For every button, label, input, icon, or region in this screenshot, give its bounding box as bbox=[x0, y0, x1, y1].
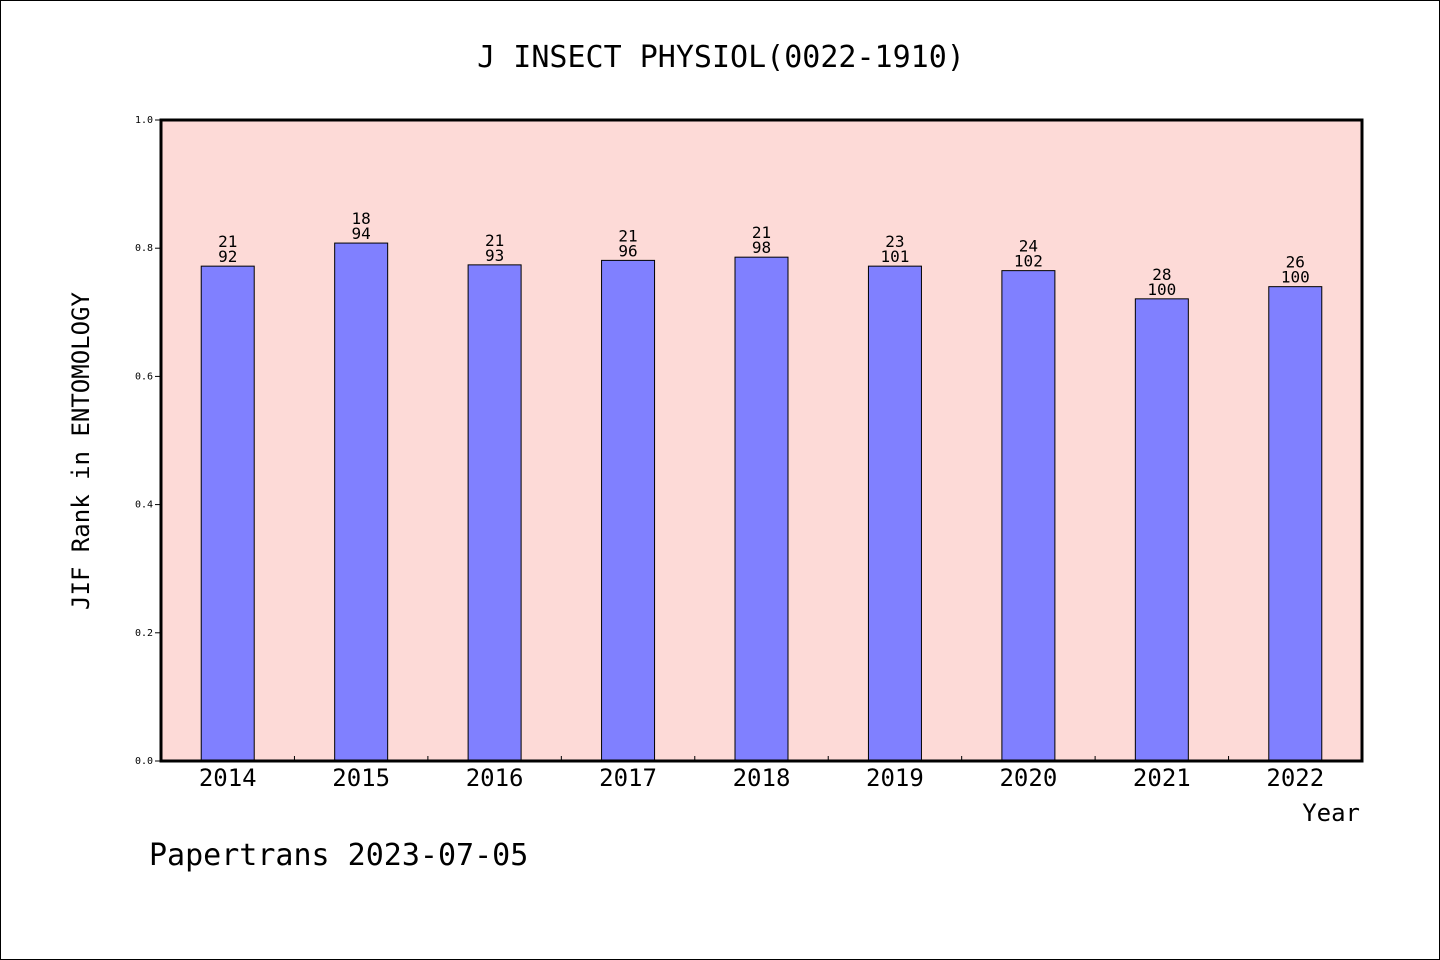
y-tick-label: 0.0 bbox=[135, 756, 153, 767]
total-label: 100 bbox=[1281, 268, 1310, 287]
total-label: 94 bbox=[352, 224, 371, 243]
x-tick-label: 2017 bbox=[599, 764, 657, 792]
bar-2019 bbox=[867, 265, 922, 762]
total-label: 92 bbox=[218, 247, 237, 266]
bars bbox=[200, 242, 1323, 762]
total-label: 102 bbox=[1014, 252, 1043, 271]
y-tick-label: 0.6 bbox=[135, 371, 153, 382]
total-label: 98 bbox=[752, 238, 771, 257]
bar-2017 bbox=[601, 259, 656, 762]
bar-2022 bbox=[1268, 286, 1323, 762]
x-tick-label: 2018 bbox=[733, 764, 791, 792]
x-tick-label: 2014 bbox=[199, 764, 257, 792]
y-axis-label: JIF Rank in ENTOMOLOGY bbox=[67, 292, 95, 610]
rank-label: 26 bbox=[1286, 253, 1305, 272]
y-axis: 0.0 0.2 0.4 0.6 0.8 1.0 bbox=[135, 115, 161, 767]
y-tick-label: 0.8 bbox=[135, 243, 153, 254]
total-label: 96 bbox=[618, 241, 637, 260]
x-tick-label: 2019 bbox=[866, 764, 924, 792]
bar-2018 bbox=[734, 256, 789, 762]
y-tick-label: 0.2 bbox=[135, 628, 153, 639]
y-tick-label: 1.0 bbox=[135, 115, 153, 126]
bar-2020 bbox=[1001, 270, 1056, 762]
x-tick-label: 2021 bbox=[1133, 764, 1191, 792]
rank-label: 21 bbox=[618, 226, 637, 245]
x-tick-label: 2015 bbox=[332, 764, 390, 792]
y-tick-label: 0.4 bbox=[135, 500, 153, 511]
x-axis-label: Year bbox=[1302, 799, 1360, 827]
footer-text: Papertrans 2023-07-05 bbox=[149, 838, 528, 873]
x-tick-label: 2016 bbox=[466, 764, 524, 792]
total-label: 100 bbox=[1147, 280, 1176, 299]
bar-2016 bbox=[467, 264, 522, 762]
rank-label: 18 bbox=[352, 209, 371, 228]
x-tick-label: 2022 bbox=[1266, 764, 1324, 792]
rank-label: 23 bbox=[885, 232, 904, 251]
rank-label: 24 bbox=[1019, 237, 1038, 256]
chart-title: J INSECT PHYSIOL(0022-1910) bbox=[477, 40, 965, 75]
total-label: 101 bbox=[880, 247, 909, 266]
total-label: 93 bbox=[485, 246, 504, 265]
rank-label: 21 bbox=[485, 231, 504, 250]
x-tick-label: 2020 bbox=[999, 764, 1057, 792]
rank-label: 28 bbox=[1152, 265, 1171, 284]
rank-label: 21 bbox=[218, 232, 237, 251]
rank-label: 21 bbox=[752, 223, 771, 242]
x-axis: 2014 2015 2016 2017 2018 2019 2020 2021 2022 bbox=[199, 756, 1324, 792]
bar-2014 bbox=[200, 265, 255, 762]
bar-2021 bbox=[1134, 298, 1189, 762]
plot-border bbox=[159, 118, 1364, 763]
bar-2015 bbox=[334, 242, 389, 762]
